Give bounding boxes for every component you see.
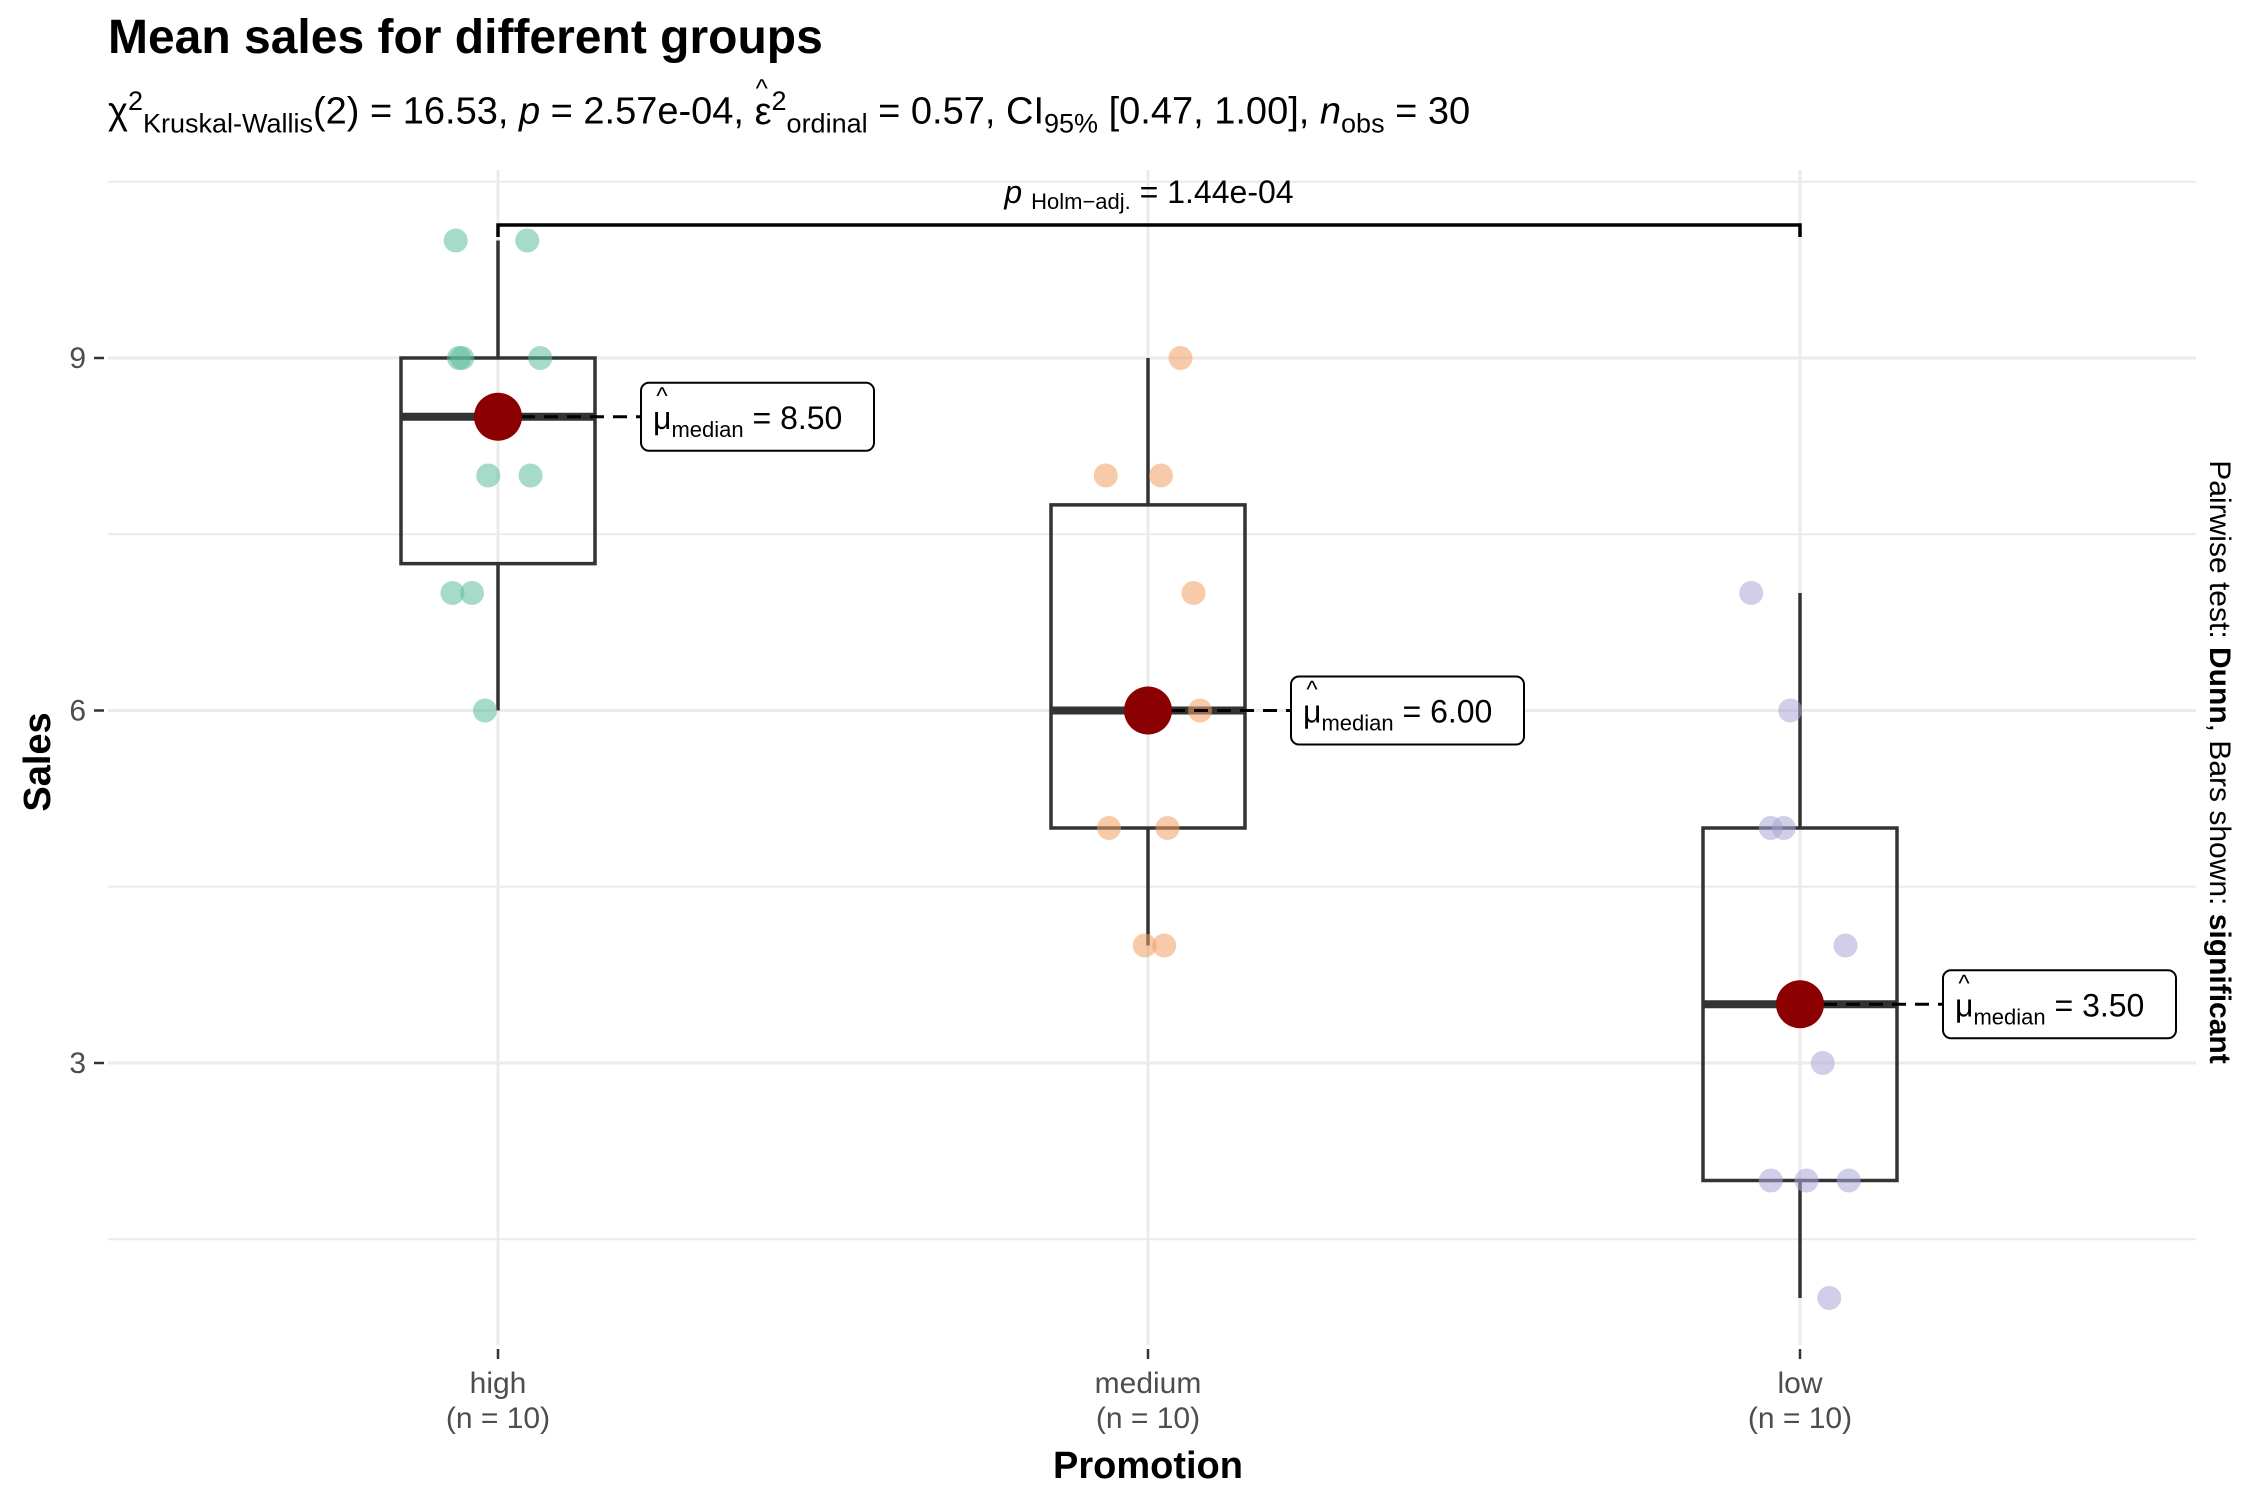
- subtitle-df-value: (2) = 16.53,: [313, 90, 509, 133]
- side-caption-test: Dunn: [2203, 647, 2236, 724]
- subtitle-effect-sup: 2: [771, 86, 787, 116]
- box: [1049, 503, 1247, 830]
- box: [399, 356, 597, 566]
- bracket-label-p: p: [1003, 174, 1031, 210]
- subtitle-effect-value: = 0.57, CI: [878, 90, 1044, 133]
- subtitle-p-label: p: [518, 90, 541, 133]
- data-point: [1149, 463, 1173, 488]
- median-markers: μmedian = 8.50^μmedian = 6.00^μmedian = …: [474, 381, 2177, 1040]
- bracket-label: p Holm−adj. = 1.44e-04: [1003, 174, 1293, 214]
- x-tick-count: (n = 10): [1748, 1402, 1852, 1435]
- x-tick-count: (n = 10): [446, 1402, 550, 1435]
- data-point: [460, 581, 484, 605]
- bracket-label-sub: Holm−adj.: [1031, 189, 1131, 214]
- subtitle-stat-symbol: χ: [108, 90, 128, 133]
- data-point: [1155, 816, 1180, 840]
- data-point: [1817, 1286, 1842, 1310]
- side-caption-shown: significant: [2203, 914, 2236, 1064]
- data-point: [1152, 933, 1177, 958]
- median-label-value: = 8.50: [744, 400, 843, 436]
- data-point: [515, 228, 540, 253]
- pairwise-bracket: p Holm−adj. = 1.44e-04: [496, 174, 1802, 237]
- median-label: μmedian = 3.50: [1955, 987, 2144, 1029]
- data-point: [1739, 581, 1764, 605]
- data-point: [1097, 816, 1121, 840]
- y-axis: 3 6 9: [69, 342, 104, 1080]
- median-label: μmedian = 8.50: [653, 400, 842, 442]
- data-point: [1758, 1168, 1783, 1193]
- subtitle-ci-sub: 95%: [1044, 108, 1099, 139]
- data-point: [473, 698, 497, 723]
- side-caption-prefix: Pairwise test:: [2203, 460, 2236, 647]
- median-label-hat: ^: [656, 383, 668, 410]
- y-tick-label: 9: [69, 342, 86, 375]
- y-tick-label: 6: [69, 695, 86, 728]
- x-tick-label: low: [1777, 1367, 1822, 1400]
- data-point: [1771, 816, 1796, 840]
- data-point: [1132, 933, 1157, 958]
- data-point: [1168, 346, 1193, 370]
- median-label-sub: median: [1321, 711, 1393, 736]
- median-label: μmedian = 6.00: [1303, 694, 1492, 736]
- median-label-value: = 6.00: [1394, 694, 1493, 730]
- chart-title: Mean sales for different groups: [108, 11, 823, 64]
- grid: [108, 170, 2196, 1345]
- subtitle-stat-sub: Kruskal-Wallis: [142, 108, 313, 139]
- bracket-line: [496, 223, 1802, 237]
- points: [440, 228, 1861, 1310]
- data-point: [476, 463, 501, 488]
- median-point: [474, 392, 522, 441]
- chart-subtitle: χ2Kruskal-Wallis(2) = 16.53, p = 2.57e-0…: [108, 73, 1471, 139]
- subtitle-n-sub: obs: [1341, 108, 1385, 139]
- x-axis-title: Promotion: [1053, 1445, 1243, 1487]
- data-point: [1093, 463, 1118, 488]
- median-label-hat: ^: [1306, 677, 1318, 704]
- x-tick-label: medium: [1095, 1367, 1202, 1400]
- side-caption: Pairwise test: Dunn, Bars shown: signifi…: [2203, 460, 2236, 1063]
- median-label-sub: median: [1973, 1004, 2045, 1029]
- x-axis: high(n = 10)medium(n = 10)low(n = 10): [446, 1349, 1852, 1435]
- data-point: [1836, 1168, 1861, 1193]
- data-point: [518, 463, 543, 488]
- subtitle-effect-sub: ordinal: [786, 108, 868, 139]
- median-label-box: [1290, 675, 1525, 746]
- median-label-value: = 3.50: [2046, 987, 2145, 1023]
- x-tick-count: (n = 10): [1096, 1402, 1200, 1435]
- data-point: [1181, 581, 1206, 605]
- subtitle-n-value: = 30: [1395, 90, 1471, 133]
- y-axis-title: Sales: [17, 712, 59, 811]
- median-label-box: [640, 381, 875, 452]
- data-point: [440, 581, 465, 605]
- subtitle-effect-symbol: ε: [755, 73, 772, 134]
- median-label-symbol: μ: [1955, 987, 1973, 1023]
- subtitle-stat-sup: 2: [127, 86, 143, 116]
- side-caption-middle: , Bars shown:: [2203, 724, 2236, 914]
- data-point: [1794, 1168, 1819, 1193]
- y-tick-label: 3: [69, 1047, 86, 1080]
- data-point: [1833, 933, 1858, 958]
- bracket-label-value: = 1.44e-04: [1131, 174, 1294, 210]
- x-tick-label: high: [470, 1367, 527, 1400]
- median-label-symbol: μ: [653, 400, 671, 436]
- subtitle-n-label: n: [1319, 90, 1342, 133]
- subtitle-p-value: = 2.57e-04,: [550, 90, 744, 133]
- data-point: [528, 346, 553, 370]
- data-point: [1778, 698, 1803, 723]
- median-point: [1124, 686, 1172, 735]
- data-point: [443, 228, 468, 253]
- median-point: [1776, 980, 1824, 1029]
- data-point: [450, 346, 475, 370]
- subtitle-ci-value: [0.47, 1.00],: [1108, 90, 1310, 133]
- data-point: [1810, 1051, 1835, 1075]
- median-label-hat: ^: [1958, 970, 1970, 997]
- median-label-sub: median: [671, 417, 743, 442]
- median-label-symbol: μ: [1303, 694, 1321, 730]
- median-label-box: [1942, 969, 2177, 1040]
